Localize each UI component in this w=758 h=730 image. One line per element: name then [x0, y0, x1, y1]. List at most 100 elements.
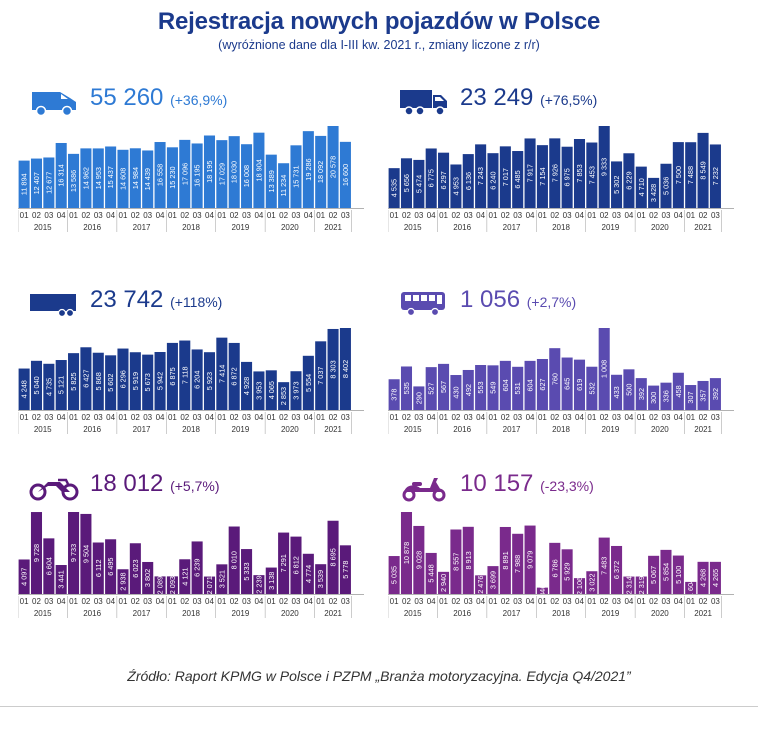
- bar-value-label: 9 733: [69, 544, 78, 562]
- bar-value-label: 3 802: [143, 569, 152, 587]
- bar: [179, 139, 191, 208]
- quarter-tick-label: 01: [489, 413, 498, 422]
- bar-value-label: 7 017: [501, 168, 510, 186]
- quarter-tick-label: 02: [451, 211, 460, 220]
- bar-value-label: 14 439: [143, 168, 152, 190]
- quarter-tick-label: 02: [600, 211, 609, 220]
- bar-value-label: 5 474: [414, 175, 423, 193]
- quarter-tick-label: 02: [699, 597, 708, 606]
- quarter-tick-label: 03: [612, 597, 621, 606]
- quarter-tick-label: 03: [464, 413, 473, 422]
- bar: [623, 576, 635, 594]
- quarter-tick-label: 02: [501, 413, 510, 422]
- bar: [253, 575, 265, 594]
- bar-value-label: 9 728: [32, 544, 41, 562]
- quarter-tick-label: 04: [427, 211, 436, 220]
- bar: [598, 126, 610, 208]
- bar: [623, 153, 635, 208]
- bar-value-label: 3 441: [57, 570, 66, 588]
- bar: [302, 553, 314, 594]
- bar: [80, 347, 92, 410]
- bar-value-label: 527: [427, 382, 436, 394]
- bar: [462, 526, 474, 594]
- bar: [129, 148, 141, 208]
- quarter-tick-label: 02: [329, 413, 338, 422]
- bar-value-label: 760: [550, 373, 559, 385]
- quarter-tick-label: 03: [242, 413, 251, 422]
- quarter-tick-label: 03: [341, 211, 350, 220]
- quarter-tick-label: 03: [94, 211, 103, 220]
- quarter-tick-label: 04: [156, 211, 165, 220]
- bar-value-label: 9 079: [526, 551, 535, 569]
- bar-value-label: 5 602: [106, 374, 115, 392]
- bar: [388, 168, 400, 208]
- bar-value-label: 4 535: [390, 179, 399, 197]
- bar-value-label: 6 136: [464, 172, 473, 190]
- quarter-tick-label: 02: [402, 597, 411, 606]
- bar-value-label: 846: [538, 585, 547, 597]
- bar: [450, 375, 462, 410]
- headline-value: 23 742: [90, 286, 164, 313]
- bar-value-label: 4 121: [180, 568, 189, 586]
- year-tick-label: 2017: [133, 425, 151, 434]
- quarter-tick-label: 03: [193, 413, 202, 422]
- bar: [265, 567, 277, 594]
- bar: [253, 371, 265, 410]
- bar: [43, 363, 55, 410]
- quarter-tick-label: 04: [254, 413, 263, 422]
- quarter-tick-label: 01: [686, 211, 695, 220]
- bar: [129, 352, 141, 410]
- quarter-tick-label: 01: [168, 597, 177, 606]
- quarter-tick-label: 01: [637, 413, 646, 422]
- quarter-tick-label: 04: [476, 211, 485, 220]
- bar-value-label: 7 453: [587, 166, 596, 184]
- bar: [400, 366, 413, 410]
- bar-value-label: 5 868: [94, 372, 103, 390]
- bar: [228, 342, 240, 410]
- bar: [228, 526, 240, 594]
- bar-value-label: 6 786: [550, 559, 559, 577]
- quarter-tick-label: 02: [230, 413, 239, 422]
- bar: [611, 545, 623, 594]
- quarter-tick-label: 01: [69, 413, 78, 422]
- bar-value-label: 2 476: [476, 576, 485, 594]
- bar: [487, 365, 499, 410]
- bar: [315, 341, 327, 410]
- quarter-tick-label: 01: [69, 597, 78, 606]
- quarter-tick-label: 04: [57, 413, 66, 422]
- year-tick-label: 2021: [324, 425, 342, 434]
- bar: [265, 370, 277, 410]
- van-icon: [32, 92, 76, 116]
- headline-change: (-23,3%): [540, 478, 594, 494]
- bar-value-label: 8 549: [699, 161, 708, 179]
- bar: [166, 147, 178, 208]
- chart-panel-scooters: 10 157 (-23,3%) 5 035 01 10 878 02 9 028 03 5 …: [388, 466, 748, 666]
- bar: [598, 537, 610, 594]
- quarter-tick-label: 04: [427, 597, 436, 606]
- bar-value-label: 5 302: [612, 176, 621, 194]
- bar-value-label: 16 600: [341, 164, 350, 186]
- bar: [462, 369, 474, 410]
- quarter-tick-label: 03: [143, 211, 152, 220]
- headline-value: 10 157: [460, 470, 534, 497]
- chart-panel-vans: 55 260 (+36,9%) 11 894 01 12 407 02 12 677 03…: [18, 80, 378, 280]
- bar: [450, 164, 462, 208]
- chart-panel-trailers: 23 742 (+118%) 4 248 01 5 040 02 4 735 03 5 12…: [18, 282, 378, 482]
- bar: [166, 576, 178, 594]
- bar-value-label: 492: [464, 384, 473, 396]
- bar-chart-buses: 3780153502290035270456701430024920355304…: [388, 328, 734, 434]
- bar-value-label: 6 495: [106, 558, 115, 576]
- year-tick-label: 2018: [182, 223, 200, 232]
- quarter-tick-label: 03: [563, 597, 572, 606]
- quarter-tick-label: 02: [279, 413, 288, 422]
- bar: [598, 328, 610, 410]
- quarter-tick-label: 02: [451, 413, 460, 422]
- bar-value-label: 3 022: [587, 573, 596, 591]
- year-tick-label: 2016: [453, 223, 471, 232]
- bar: [499, 526, 511, 594]
- quarter-tick-label: 01: [316, 413, 325, 422]
- bar: [400, 158, 413, 208]
- bar-value-label: 5 035: [390, 566, 399, 584]
- bar: [635, 166, 647, 208]
- quarter-tick-label: 01: [538, 597, 547, 606]
